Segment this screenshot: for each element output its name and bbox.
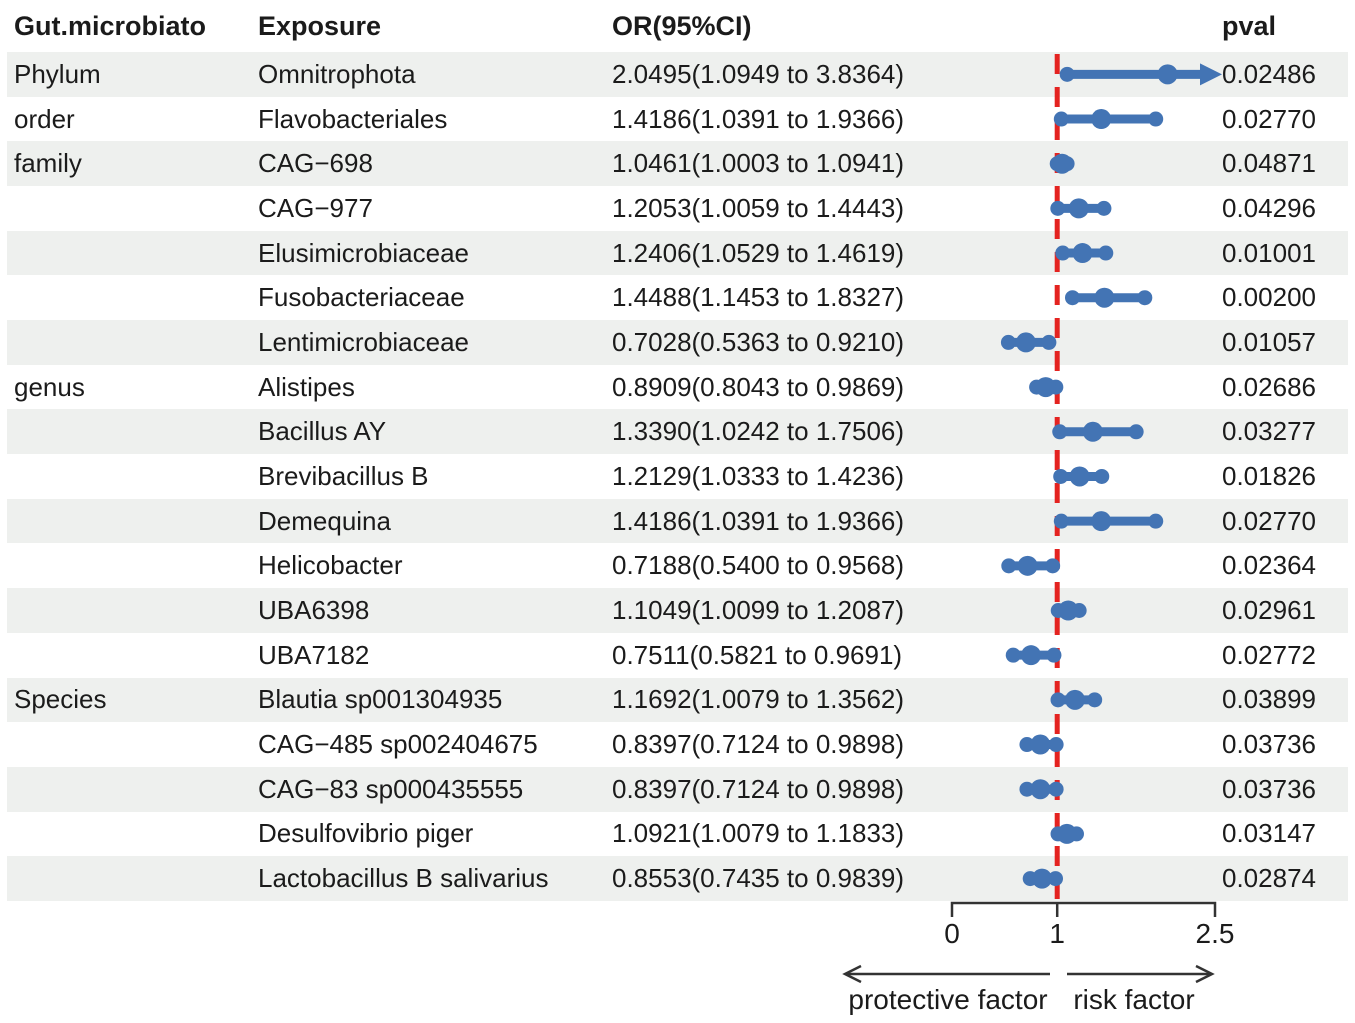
pval-cell: 0.03277 [1222, 416, 1316, 447]
exposure-cell: Flavobacteriales [258, 103, 448, 134]
exposure-cell: CAG−698 [258, 148, 373, 179]
column-header-pval: pval [1222, 11, 1277, 41]
taxon-level-cell: family [14, 148, 82, 179]
pval-cell: 0.04296 [1222, 192, 1316, 223]
exposure-cell: CAG−977 [258, 192, 373, 223]
table-row: Lentimicrobiaceae 0.7028(0.5363 to 0.921… [7, 320, 1348, 365]
exposure-cell: Fusobacteriaceae [258, 282, 465, 313]
exposure-cell: Bacillus AY [258, 416, 387, 447]
pval-cell: 0.02772 [1222, 639, 1316, 670]
column-header-or-ci: OR(95%CI) [612, 11, 752, 41]
or-ci-cell: 1.1692(1.0079 to 1.3562) [612, 684, 905, 715]
pval-cell: 0.02364 [1222, 550, 1316, 581]
table-row: CAG−485 sp002404675 0.8397(0.7124 to 0.9… [7, 722, 1348, 767]
pval-cell: 0.02486 [1222, 58, 1316, 89]
exposure-cell: UBA7182 [258, 639, 370, 670]
pval-cell: 0.03147 [1222, 818, 1316, 849]
pval-cell: 0.02961 [1222, 594, 1316, 625]
table-row: CAG−83 sp000435555 0.8397(0.7124 to 0.98… [7, 766, 1348, 812]
taxon-level-cell: Phylum [14, 58, 101, 89]
taxon-level-cell: order [14, 103, 75, 134]
pval-cell: 0.03736 [1222, 773, 1316, 804]
table-row: Elusimicrobiaceae 1.2406(1.0529 to 1.461… [7, 230, 1348, 276]
or-ci-cell: 0.7511(0.5821 to 0.9691) [612, 639, 903, 670]
pval-cell: 0.04871 [1222, 148, 1316, 179]
risk-factor-label: risk factor [1073, 984, 1195, 1015]
table-row: UBA6398 1.1049(1.0099 to 1.2087) 0.02961 [7, 588, 1348, 633]
protective-factor-label: protective factor [848, 984, 1048, 1015]
table-row: Species Blautia sp001304935 1.1692(1.007… [7, 677, 1348, 723]
or-ci-cell: 0.8397(0.7124 to 0.9898) [612, 773, 905, 804]
protective-factor-arrow-head [842, 964, 862, 984]
exposure-cell: CAG−83 sp000435555 [258, 773, 524, 804]
exposure-cell: Brevibacillus B [258, 460, 429, 491]
table-row: Lactobacillus B salivarius 0.8553(0.7435… [7, 856, 1348, 901]
or-ci-cell: 1.0461(1.0003 to 1.0941) [612, 148, 905, 179]
or-ci-cell: 1.2406(1.0529 to 1.4619) [612, 237, 905, 268]
exposure-cell: Blautia sp001304935 [258, 684, 503, 715]
table-row: CAG−977 1.2053(1.0059 to 1.4443) 0.04296 [7, 186, 1348, 231]
table-row: genus Alistipes 0.8909(0.8043 to 0.9869)… [7, 365, 1348, 410]
table-row: Helicobacter 0.7188(0.5400 to 0.9568) 0.… [7, 543, 1348, 588]
or-ci-cell: 0.8397(0.7124 to 0.9898) [612, 729, 905, 760]
or-ci-cell: 1.4186(1.0391 to 1.9366) [612, 505, 905, 536]
table-row: UBA7182 0.7511(0.5821 to 0.9691) 0.02772 [7, 633, 1348, 678]
table-row: Demequina 1.4186(1.0391 to 1.9366) 0.027… [7, 498, 1348, 544]
taxon-level-cell: genus [14, 371, 85, 402]
exposure-cell: Omnitrophota [258, 58, 416, 89]
axis-tick-label-2.5: 2.5 [1195, 918, 1235, 949]
pval-cell: 0.03899 [1222, 684, 1316, 715]
exposure-cell: Lentimicrobiaceae [258, 326, 470, 357]
column-header-gut-microbiato: Gut.microbiato [14, 11, 207, 41]
exposure-cell: Alistipes [258, 371, 355, 402]
exposure-cell: Demequina [258, 505, 391, 536]
exposure-cell: Desulfovibrio piger [258, 818, 474, 849]
column-header-exposure: Exposure [258, 11, 382, 41]
pval-cell: 0.01057 [1222, 326, 1316, 357]
or-ci-cell: 0.8909(0.8043 to 0.9869) [612, 371, 905, 402]
pval-cell: 0.00200 [1222, 282, 1316, 313]
table-row: Bacillus AY 1.3390(1.0242 to 1.7506) 0.0… [7, 409, 1348, 455]
or-ci-cell: 1.3390(1.0242 to 1.7506) [612, 416, 905, 447]
or-ci-cell: 0.8553(0.7435 to 0.9839) [612, 863, 905, 894]
pval-cell: 0.02874 [1222, 863, 1316, 894]
table-row: Brevibacillus B 1.2129(1.0333 to 1.4236)… [7, 454, 1348, 499]
pval-cell: 0.01001 [1222, 237, 1316, 268]
axis-tick-label-0: 0 [944, 918, 960, 949]
table-row: family CAG−698 1.0461(1.0003 to 1.0941) … [7, 141, 1348, 187]
or-ci-cell: 2.0495(1.0949 to 3.8364) [612, 58, 905, 89]
or-ci-cell: 0.7188(0.5400 to 0.9568) [612, 550, 905, 581]
x-axis-bracket [950, 901, 1217, 917]
exposure-cell: Elusimicrobiaceae [258, 237, 469, 268]
pval-cell: 0.02770 [1222, 103, 1316, 134]
or-ci-cell: 1.4488(1.1453 to 1.8327) [612, 282, 905, 313]
exposure-cell: Helicobacter [258, 550, 403, 581]
table-row: Desulfovibrio piger 1.0921(1.0079 to 1.1… [7, 812, 1348, 857]
exposure-cell: UBA6398 [258, 594, 370, 625]
axis-tick-label-1: 1 [1049, 918, 1065, 949]
taxon-level-cell: Species [14, 684, 107, 715]
or-ci-cell: 1.2129(1.0333 to 1.4236) [612, 460, 905, 491]
pval-cell: 0.02770 [1222, 505, 1316, 536]
pval-cell: 0.02686 [1222, 371, 1316, 402]
table-row: Fusobacteriaceae 1.4488(1.1453 to 1.8327… [7, 275, 1348, 320]
or-ci-cell: 1.1049(1.0099 to 1.2087) [612, 594, 905, 625]
risk-factor-arrow-head [1195, 964, 1215, 984]
pval-cell: 0.03736 [1222, 729, 1316, 760]
or-ci-cell: 1.4186(1.0391 to 1.9366) [612, 103, 905, 134]
exposure-cell: CAG−485 sp002404675 [258, 729, 538, 760]
pval-cell: 0.01826 [1222, 460, 1316, 491]
table-row: order Flavobacteriales 1.4186(1.0391 to … [7, 97, 1348, 142]
exposure-cell: Lactobacillus B salivarius [258, 863, 549, 894]
table-row: Phylum Omnitrophota 2.0495(1.0949 to 3.8… [7, 52, 1348, 97]
or-ci-cell: 0.7028(0.5363 to 0.9210) [612, 326, 905, 357]
or-ci-cell: 1.0921(1.0079 to 1.1833) [612, 818, 905, 849]
or-ci-cell: 1.2053(1.0059 to 1.4443) [612, 192, 905, 223]
